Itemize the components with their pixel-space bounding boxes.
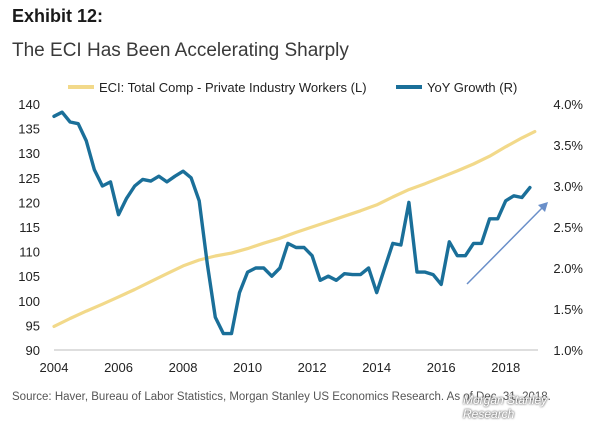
x-tick-label: 2010 bbox=[233, 360, 262, 375]
left-y-tick-label: 140 bbox=[18, 97, 40, 112]
x-tick-label: 2012 bbox=[298, 360, 327, 375]
left-y-tick-label: 105 bbox=[18, 269, 40, 284]
legend-label-eci: ECI: Total Comp - Private Industry Worke… bbox=[99, 80, 367, 95]
left-y-tick-label: 100 bbox=[18, 294, 40, 309]
left-y-tick-label: 95 bbox=[26, 318, 40, 333]
legend-label-yoy: YoY Growth (R) bbox=[427, 80, 517, 95]
series-line-yoy bbox=[52, 110, 532, 336]
right-y-axis: 1.0% 1.5% 2.0% 2.5% 3.0% 3.5% 4.0% bbox=[553, 97, 583, 358]
trend-arrow-head bbox=[538, 202, 548, 212]
trend-arrow-line bbox=[466, 204, 546, 285]
right-y-tick-label: 3.5% bbox=[553, 138, 583, 153]
x-axis: 2004 2006 2008 2010 2012 2014 2016 2018 bbox=[40, 349, 538, 375]
x-tick-label: 2008 bbox=[169, 360, 198, 375]
right-y-tick-label: 3.0% bbox=[553, 179, 583, 194]
left-y-tick-label: 115 bbox=[19, 220, 40, 235]
x-tick-label: 2004 bbox=[40, 360, 69, 375]
chart: ECI: Total Comp - Private Industry Worke… bbox=[18, 80, 583, 375]
left-y-axis: 90 95 100 105 110 115 120 125 130 135 140 bbox=[18, 97, 40, 358]
left-y-tick-label: 125 bbox=[18, 171, 40, 186]
chart-title: The ECI Has Been Accelerating Sharply bbox=[12, 40, 349, 61]
exhibit-label: Exhibit 12: bbox=[12, 6, 104, 26]
right-y-tick-label: 4.0% bbox=[553, 97, 583, 112]
x-tick-label: 2016 bbox=[427, 360, 456, 375]
x-tick-label: 2018 bbox=[491, 360, 520, 375]
left-y-tick-label: 135 bbox=[18, 122, 40, 137]
x-tick-label: 2006 bbox=[104, 360, 133, 375]
watermark: Morgan Stanley Research bbox=[463, 393, 548, 421]
right-y-tick-label: 2.5% bbox=[553, 220, 583, 235]
right-y-tick-label: 1.0% bbox=[553, 343, 583, 358]
left-y-tick-label: 90 bbox=[26, 343, 40, 358]
legend: ECI: Total Comp - Private Industry Worke… bbox=[68, 80, 517, 95]
left-y-tick-label: 120 bbox=[18, 195, 40, 210]
left-y-tick-label: 110 bbox=[19, 245, 40, 260]
trend-arrow bbox=[466, 202, 548, 285]
source-note: Source: Haver, Bureau of Labor Statistic… bbox=[12, 391, 551, 403]
series-layer bbox=[52, 110, 537, 336]
x-tick-label: 2014 bbox=[362, 360, 391, 375]
right-y-tick-label: 2.0% bbox=[553, 261, 583, 276]
right-y-tick-label: 1.5% bbox=[553, 302, 583, 317]
series-line-eci bbox=[52, 130, 537, 328]
left-y-tick-label: 130 bbox=[18, 146, 40, 161]
